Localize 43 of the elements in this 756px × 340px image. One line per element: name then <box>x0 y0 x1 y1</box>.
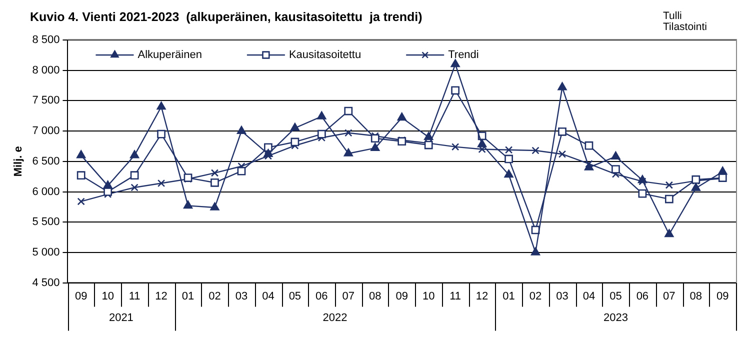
x-tick-label: 12 <box>476 290 488 302</box>
y-tick-label: 7 000 <box>32 125 60 138</box>
y-tick-label: 7 500 <box>32 94 60 107</box>
legend-label: Kausitasoitettu <box>288 49 362 62</box>
x-tick-label: 03 <box>235 290 248 302</box>
x-tick-label: 09 <box>716 290 729 302</box>
y-tick-label: 6 000 <box>32 186 60 198</box>
x-tick-label: 11 <box>450 290 462 302</box>
x-tick-label: 06 <box>316 290 328 302</box>
legend-label: Trendi <box>448 49 479 62</box>
text: 2023 <box>603 312 628 324</box>
x-tick-label: 01 <box>502 290 515 302</box>
x-tick-label: 08 <box>369 290 382 302</box>
x-tick-label: 04 <box>262 290 274 302</box>
x-tick-label: 11 <box>128 290 140 302</box>
y-tick-label: 5 000 <box>32 246 60 258</box>
x-tick-label: 09 <box>396 290 408 302</box>
x-tick-label: 09 <box>74 290 88 302</box>
x-tick-label: 08 <box>690 290 702 302</box>
x-tick-label: 07 <box>663 290 676 302</box>
x-tick-label: 02 <box>208 290 221 302</box>
text: 2022 <box>322 312 348 324</box>
x-tick-label: 06 <box>636 290 649 302</box>
x-tick-label: 12 <box>155 290 168 302</box>
text: Tulli Tilastointi <box>663 10 708 33</box>
x-tick-label: 07 <box>342 290 355 302</box>
chart-title: Kuvio 4. Vienti 2021-2023 (alkuperäinen, kausitasoitettu ja trendi) <box>30 10 422 24</box>
text: 2021 <box>108 312 134 324</box>
y-tick-label: 4 500 <box>32 276 60 289</box>
legend-label: Alkuperäinen <box>138 49 202 62</box>
x-tick-label: 02 <box>529 290 542 302</box>
x-tick-label: 03 <box>556 290 568 302</box>
y-tick-label: 6 500 <box>32 155 60 168</box>
x-tick-label: 05 <box>288 290 302 302</box>
y-tick-label: 5 500 <box>32 216 60 228</box>
y-tick-label: 8 500 <box>32 34 60 46</box>
x-tick-label: 10 <box>422 290 435 302</box>
x-tick-label: 01 <box>182 290 194 302</box>
x-tick-label: 04 <box>582 290 596 302</box>
x-tick-label: 05 <box>610 290 622 302</box>
y-tick-label: 8 000 <box>32 64 60 76</box>
x-tick-label: 10 <box>102 290 114 302</box>
y-axis-title: Milj. e <box>12 146 25 177</box>
